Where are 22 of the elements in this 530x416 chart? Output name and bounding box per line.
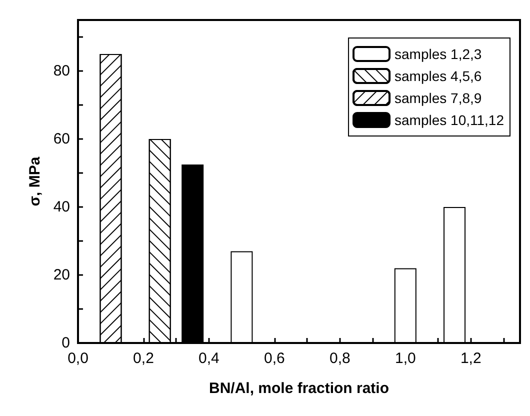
bar bbox=[230, 251, 253, 343]
x-axis-title: BN/Al, mole fraction ratio bbox=[208, 380, 390, 397]
x-tick-label: 0,0 bbox=[68, 350, 88, 367]
x-tick-label: 0,6 bbox=[264, 350, 285, 367]
y-tick-label: 20 bbox=[53, 266, 70, 284]
x-tick-label: 0,2 bbox=[133, 350, 154, 367]
y-tick-label: 40 bbox=[53, 198, 70, 216]
x-tick-label: 1,2 bbox=[460, 350, 482, 367]
y-axis-title: σ, MPa bbox=[26, 156, 44, 206]
legend-label: samples 4,5,6 bbox=[394, 68, 482, 84]
legend-label: samples 10,11,12 bbox=[394, 112, 504, 128]
bar bbox=[394, 268, 416, 343]
y-tick-label: 80 bbox=[53, 62, 70, 80]
x-tick-label: 1,0 bbox=[394, 350, 416, 367]
legend-label: samples 1,2,3 bbox=[394, 46, 482, 62]
x-tick-label: 0,4 bbox=[198, 350, 220, 367]
bar bbox=[444, 207, 466, 343]
y-tick-label: 0 bbox=[62, 334, 70, 352]
x-tick-label: 0,8 bbox=[329, 350, 350, 367]
bar bbox=[182, 164, 204, 343]
y-tick-label: 60 bbox=[53, 130, 70, 148]
legend-label: samples 7,8,9 bbox=[394, 90, 482, 106]
